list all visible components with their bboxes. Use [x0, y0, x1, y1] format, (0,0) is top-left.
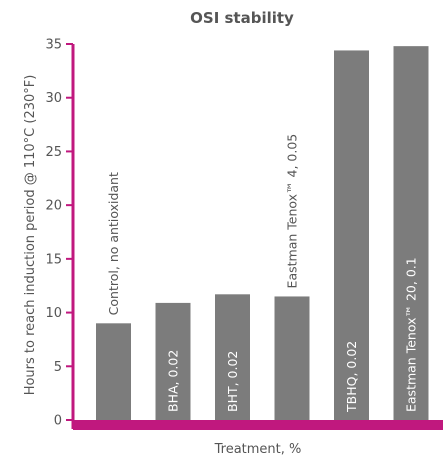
x-axis-line: [73, 420, 443, 430]
y-axis-ticks: 0 5 10 15 20 25 30 35: [45, 38, 73, 429]
y-tick-label: 0: [54, 414, 62, 429]
chart-title: OSI stability: [190, 9, 294, 27]
bar: [215, 294, 250, 420]
y-tick-label: 10: [45, 306, 62, 321]
bar: [393, 46, 429, 421]
bar-label: BHA, 0.02: [166, 350, 181, 412]
bars: Control, no antioxidant BHA, 0.02 BHT, 0.0…: [96, 46, 429, 421]
bar: [96, 323, 131, 420]
bar: [155, 302, 191, 420]
y-axis-label: Hours to reach induction period @ 110°C …: [23, 75, 38, 396]
y-tick-label: 25: [45, 145, 62, 160]
y-tick-label: 30: [45, 91, 62, 106]
y-tick-label: 20: [45, 199, 62, 214]
y-tick-label: 35: [45, 38, 62, 53]
bar-label: TBHQ, 0.02: [344, 341, 359, 413]
bar: [274, 296, 310, 420]
y-tick-label: 5: [54, 360, 62, 375]
y-tick-label: 15: [45, 252, 62, 267]
bar-label: Control, no antioxidant: [106, 172, 121, 315]
bar: [334, 50, 369, 421]
bar-label: BHT, 0.02: [225, 351, 240, 412]
x-axis-label: Treatment, %: [214, 442, 302, 457]
bar-label: Eastman Tenox™ 20, 0.1: [404, 257, 419, 412]
bar-label: Eastman Tenox™ 4, 0.05: [285, 134, 300, 289]
